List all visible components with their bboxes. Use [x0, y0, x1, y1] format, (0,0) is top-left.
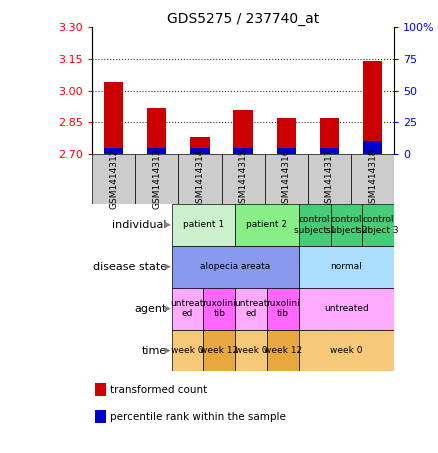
- Bar: [320, 118, 339, 154]
- Bar: [299, 246, 394, 288]
- Bar: [235, 330, 267, 371]
- Bar: [147, 148, 166, 154]
- Text: control
subject 2: control subject 2: [326, 215, 367, 235]
- Text: GSM1414312: GSM1414312: [109, 149, 118, 209]
- Text: week 0: week 0: [171, 346, 204, 355]
- Text: GSM1414313: GSM1414313: [152, 149, 161, 209]
- Bar: [233, 148, 253, 154]
- Bar: [178, 154, 222, 204]
- Bar: [267, 288, 299, 330]
- Text: GSM1414315: GSM1414315: [239, 149, 247, 209]
- Bar: [92, 154, 135, 204]
- Bar: [104, 82, 123, 154]
- Bar: [363, 141, 382, 154]
- Text: week 12: week 12: [200, 346, 238, 355]
- Text: week 12: week 12: [264, 346, 302, 355]
- Bar: [235, 288, 267, 330]
- Text: GSM1414316: GSM1414316: [282, 149, 291, 209]
- Bar: [267, 330, 299, 371]
- Bar: [172, 204, 235, 246]
- Bar: [363, 61, 382, 154]
- Text: patient 2: patient 2: [247, 220, 287, 229]
- Text: transformed count: transformed count: [110, 385, 207, 395]
- Bar: [95, 382, 106, 396]
- Bar: [265, 154, 308, 204]
- Bar: [299, 288, 394, 330]
- Text: percentile rank within the sample: percentile rank within the sample: [110, 412, 286, 422]
- Text: GSM1414317: GSM1414317: [325, 149, 334, 209]
- Text: control
subject 1: control subject 1: [294, 215, 336, 235]
- Text: week 0: week 0: [235, 346, 267, 355]
- Text: untreat
ed: untreat ed: [234, 299, 268, 318]
- Bar: [235, 204, 299, 246]
- Bar: [172, 288, 203, 330]
- Bar: [233, 110, 253, 154]
- Title: GDS5275 / 237740_at: GDS5275 / 237740_at: [167, 12, 319, 26]
- Bar: [172, 246, 299, 288]
- Bar: [172, 330, 203, 371]
- Bar: [362, 204, 394, 246]
- Bar: [135, 154, 178, 204]
- Bar: [276, 118, 296, 154]
- Bar: [299, 204, 331, 246]
- Text: GSM1414314: GSM1414314: [195, 149, 205, 209]
- Bar: [222, 154, 265, 204]
- Text: normal: normal: [331, 262, 362, 271]
- Text: control
subject 3: control subject 3: [357, 215, 399, 235]
- Bar: [190, 137, 210, 154]
- Text: week 0: week 0: [330, 346, 363, 355]
- Bar: [190, 148, 210, 154]
- Bar: [276, 148, 296, 154]
- Text: individual: individual: [112, 220, 167, 230]
- Text: GSM1414318: GSM1414318: [368, 149, 377, 209]
- Text: patient 1: patient 1: [183, 220, 224, 229]
- Text: alopecia areata: alopecia areata: [200, 262, 270, 271]
- Text: untreated: untreated: [324, 304, 369, 313]
- Text: time: time: [141, 346, 167, 356]
- Bar: [203, 288, 235, 330]
- Bar: [299, 330, 394, 371]
- Bar: [320, 148, 339, 154]
- Text: untreat
ed: untreat ed: [171, 299, 204, 318]
- Bar: [351, 154, 394, 204]
- Bar: [308, 154, 351, 204]
- Text: ruxolini
tib: ruxolini tib: [266, 299, 300, 318]
- Bar: [203, 330, 235, 371]
- Text: ruxolini
tib: ruxolini tib: [202, 299, 236, 318]
- Text: agent: agent: [134, 304, 167, 313]
- Bar: [331, 204, 362, 246]
- Bar: [147, 107, 166, 154]
- Bar: [104, 148, 123, 154]
- Text: disease state: disease state: [92, 262, 167, 272]
- Bar: [95, 410, 106, 423]
